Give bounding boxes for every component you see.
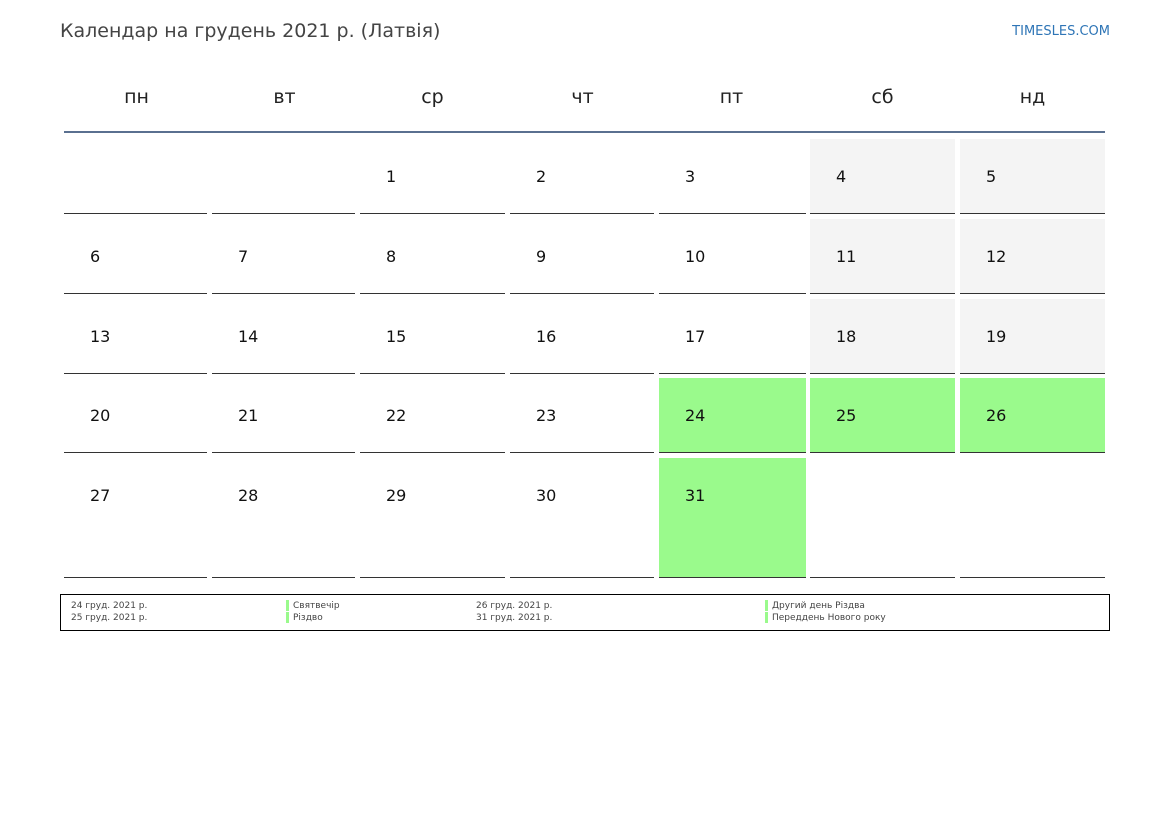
day-number: 3 bbox=[685, 167, 696, 186]
day-number: 16 bbox=[536, 327, 557, 346]
day-cell: 23 bbox=[510, 378, 654, 453]
day-cell: 9 bbox=[510, 219, 654, 294]
day-cell: 7 bbox=[212, 219, 355, 294]
day-cell bbox=[212, 139, 355, 214]
day-cell: 29 bbox=[360, 458, 505, 578]
day-number: 21 bbox=[238, 406, 259, 425]
day-number: 13 bbox=[90, 327, 111, 346]
day-cell: 6 bbox=[64, 219, 207, 294]
holiday-name: Переддень Нового року bbox=[772, 613, 886, 623]
day-number: 4 bbox=[836, 167, 847, 186]
holiday-date: 31 груд. 2021 р. bbox=[476, 613, 553, 623]
day-cell: 14 bbox=[212, 299, 355, 374]
weekday: вт bbox=[273, 86, 296, 108]
day-cell: 20 bbox=[64, 378, 207, 453]
day-number: 29 bbox=[386, 486, 407, 505]
day-number: 30 bbox=[536, 486, 557, 505]
day-number: 18 bbox=[836, 327, 857, 346]
day-number: 7 bbox=[238, 247, 249, 266]
day-cell: 3 bbox=[659, 139, 806, 214]
day-cell: 10 bbox=[659, 219, 806, 294]
day-cell: 13 bbox=[64, 299, 207, 374]
holiday-name: Різдво bbox=[293, 613, 323, 623]
holiday-date: 25 груд. 2021 р. bbox=[71, 613, 148, 623]
day-number: 28 bbox=[238, 486, 259, 505]
day-number: 27 bbox=[90, 486, 111, 505]
day-number: 10 bbox=[685, 247, 706, 266]
day-number: 23 bbox=[536, 406, 557, 425]
day-cell: 5 bbox=[960, 139, 1105, 214]
day-number: 25 bbox=[836, 406, 857, 425]
header-line bbox=[64, 131, 1105, 133]
holiday-date: 24 груд. 2021 р. bbox=[71, 601, 148, 611]
day-cell: 25 bbox=[810, 378, 955, 453]
day-number: 1 bbox=[386, 167, 397, 186]
day-cell bbox=[960, 458, 1105, 578]
day-cell: 8 bbox=[360, 219, 505, 294]
day-cell: 17 bbox=[659, 299, 806, 374]
day-number: 5 bbox=[986, 167, 997, 186]
site-link[interactable]: TIMESLES.COM bbox=[1012, 24, 1110, 39]
day-number: 15 bbox=[386, 327, 407, 346]
day-cell: 19 bbox=[960, 299, 1105, 374]
day-cell: 11 bbox=[810, 219, 955, 294]
holiday-marker bbox=[286, 612, 289, 623]
weekday: чт bbox=[571, 86, 594, 108]
day-number: 31 bbox=[685, 486, 706, 505]
day-cell bbox=[64, 139, 207, 214]
day-number: 12 bbox=[986, 247, 1007, 266]
day-number: 2 bbox=[536, 167, 547, 186]
weekday: пт bbox=[719, 86, 744, 108]
holiday-name: Святвечір bbox=[293, 601, 340, 611]
day-cell: 2 bbox=[510, 139, 654, 214]
title: Календар на грудень 2021 р. (Латвія) bbox=[60, 20, 441, 42]
weekday: нд bbox=[1019, 86, 1046, 108]
holiday-name: Другий день Різдва bbox=[772, 601, 865, 611]
day-number: 9 bbox=[536, 247, 547, 266]
weekday: сб bbox=[871, 86, 894, 108]
day-number: 19 bbox=[986, 327, 1007, 346]
day-cell: 15 bbox=[360, 299, 505, 374]
day-cell: 26 bbox=[960, 378, 1105, 453]
day-number: 17 bbox=[685, 327, 706, 346]
day-cell: 12 bbox=[960, 219, 1105, 294]
day-cell: 16 bbox=[510, 299, 654, 374]
day-number: 20 bbox=[90, 406, 111, 425]
day-number: 14 bbox=[238, 327, 259, 346]
weekday: ср bbox=[421, 86, 444, 108]
day-cell bbox=[810, 458, 955, 578]
day-number: 22 bbox=[386, 406, 407, 425]
day-cell: 22 bbox=[360, 378, 505, 453]
holiday-marker bbox=[286, 600, 289, 611]
day-number: 11 bbox=[836, 247, 857, 266]
holiday-marker bbox=[765, 600, 768, 611]
day-number: 6 bbox=[90, 247, 101, 266]
holiday-marker bbox=[765, 612, 768, 623]
day-cell: 18 bbox=[810, 299, 955, 374]
day-number: 8 bbox=[386, 247, 397, 266]
day-number: 24 bbox=[685, 406, 706, 425]
day-cell: 4 bbox=[810, 139, 955, 214]
day-cell: 1 bbox=[360, 139, 505, 214]
legend: 24 груд. 2021 р. Святвечір 25 груд. 2021 р… bbox=[60, 594, 1110, 631]
day-cell: 30 bbox=[510, 458, 654, 578]
weekday: пн bbox=[124, 86, 149, 108]
day-cell: 28 bbox=[212, 458, 355, 578]
day-number: 26 bbox=[986, 406, 1007, 425]
day-cell: 27 bbox=[64, 458, 207, 578]
day-cell: 24 bbox=[659, 378, 806, 453]
day-cell: 31 bbox=[659, 458, 806, 578]
day-cell: 21 bbox=[212, 378, 355, 453]
holiday-date: 26 груд. 2021 р. bbox=[476, 601, 553, 611]
